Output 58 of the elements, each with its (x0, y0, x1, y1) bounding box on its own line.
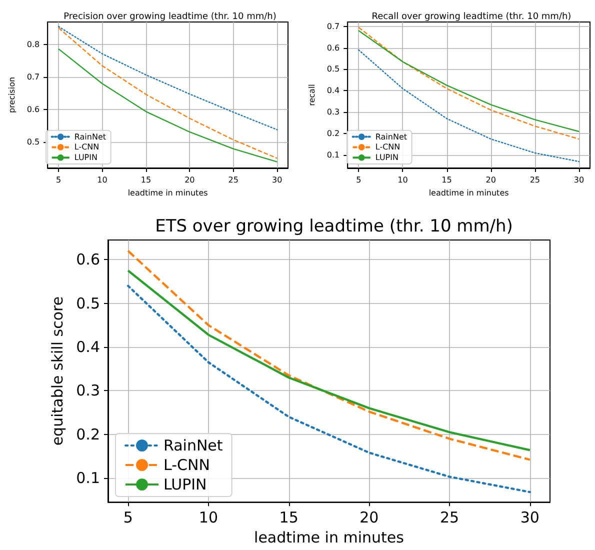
x-tick-label: 25 (530, 176, 540, 184)
chart-title: ETS over growing leadtime (thr. 10 mm/h) (155, 216, 513, 236)
line-series (126, 284, 532, 494)
chart-title: Recall over growing leadtime (thr. 10 mm/h) (372, 12, 572, 22)
y-tick-label: 0.3 (326, 108, 340, 117)
y-axis-title: precision (8, 76, 16, 114)
x-axis-title: leadtime in minutes (254, 528, 404, 546)
y-tick-label: 0.4 (326, 86, 340, 96)
y-tick-label: 0.5 (26, 138, 40, 147)
x-tick-label: 5 (56, 176, 62, 184)
x-tick-label: 20 (360, 508, 379, 527)
y-tick-label: 0.6 (326, 43, 340, 52)
x-tick-label: 20 (184, 176, 195, 184)
x-tick-label: 20 (486, 176, 496, 184)
x-tick-label: 15 (442, 176, 452, 184)
y-tick-label: 0.6 (76, 250, 100, 269)
x-tick-label: 10 (97, 176, 108, 184)
legend-label: LUPIN (74, 153, 98, 162)
y-axis-title: equitable skill score (48, 296, 67, 446)
x-tick-label: 15 (140, 176, 152, 184)
y-tick-label: 0.7 (326, 22, 340, 31)
y-tick-label: 0.1 (76, 469, 100, 488)
y-tick-label: 0.4 (76, 338, 100, 356)
legend-label: RainNet (375, 132, 408, 142)
line-series (58, 26, 278, 130)
y-tick-label: 0.5 (76, 294, 100, 312)
legend-label: L-CNN (164, 456, 210, 474)
x-tick-label: 10 (198, 508, 218, 527)
x-tick-label: 15 (279, 508, 298, 527)
legend-label: LUPIN (164, 476, 207, 494)
legend-label: RainNet (164, 436, 223, 454)
x-tick-label: 30 (574, 176, 584, 184)
y-tick-label: 0.2 (76, 425, 100, 444)
x-tick-label: 5 (123, 508, 133, 527)
y-tick-label: 0.6 (26, 105, 40, 114)
line-series (58, 48, 278, 162)
y-tick-label: 0.3 (76, 382, 100, 400)
x-tick-label: 5 (356, 176, 362, 184)
y-axis-title: recall (308, 84, 316, 106)
x-tick-label: 30 (272, 176, 282, 184)
x-axis-title: leadtime in minutes (128, 188, 208, 198)
line-series (58, 27, 278, 159)
legend-label: RainNet (74, 132, 106, 142)
x-tick-label: 25 (440, 508, 460, 527)
x-axis-title: leadtime in minutes (428, 188, 509, 198)
legend-label: LUPIN (375, 153, 398, 162)
y-tick-label: 0.8 (26, 40, 40, 50)
y-tick-label: 0.5 (326, 64, 340, 74)
legend-label: L-CNN (375, 142, 400, 152)
y-tick-label: 0.7 (26, 72, 40, 82)
x-tick-label: 25 (228, 176, 238, 184)
y-tick-label: 0.2 (326, 129, 340, 138)
y-tick-label: 0.1 (326, 150, 340, 160)
legend-label: L-CNN (74, 142, 100, 152)
chart-title: Precision over growing leadtime (thr. 10 mm/h) (64, 12, 276, 22)
line-series (358, 49, 580, 162)
x-tick-label: 10 (398, 176, 408, 184)
x-tick-label: 30 (520, 508, 540, 527)
